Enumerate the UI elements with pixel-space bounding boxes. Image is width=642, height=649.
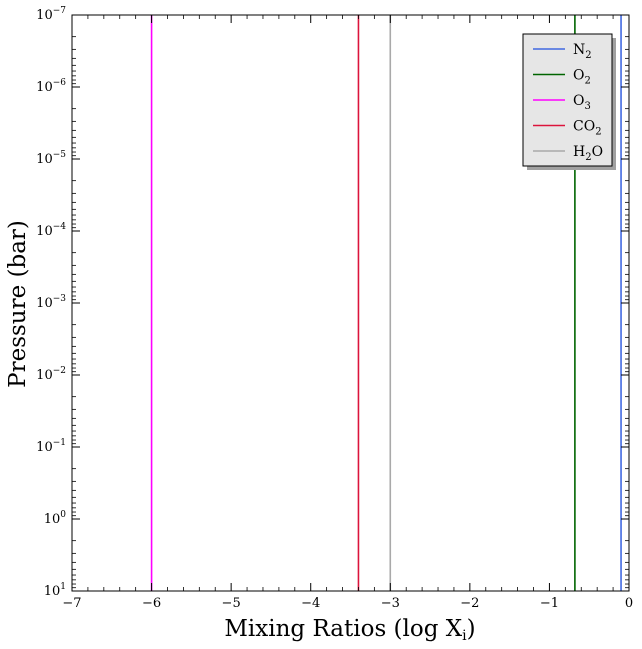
x-tick-label: −1 (540, 596, 559, 611)
y-tick-label: 10−4 (36, 222, 66, 239)
legend-label-1: O2 (573, 68, 591, 87)
legend: N2 O2 O3 CO2 H2O (522, 33, 616, 170)
minor-ticks (72, 15, 629, 591)
x-tick-label: −7 (62, 596, 81, 611)
y-tick-label: 101 (44, 582, 66, 599)
y-tick-label: 10−5 (36, 150, 66, 167)
legend-label-3: CO2 (573, 119, 602, 138)
plot-frame (71, 14, 630, 592)
y-tick-label: 10−1 (36, 438, 66, 455)
x-axis-ticks: −7 −6 −5 −4 −3 −2 −1 0 (62, 15, 633, 611)
legend-label-2: O3 (573, 93, 591, 112)
legend-label-0: N2 (573, 42, 592, 61)
y-tick-label: 10−6 (36, 78, 66, 95)
y-tick-label: 10−7 (36, 6, 66, 23)
x-tick-label: −5 (222, 596, 241, 611)
x-tick-label: −3 (381, 596, 400, 611)
x-tick-label: −4 (301, 596, 320, 611)
legend-label-4: H2O (573, 144, 603, 163)
x-axis-title: Mixing Ratios (log Xi) (224, 616, 475, 644)
x-tick-label: −6 (142, 596, 161, 611)
y-axis-title: Pressure (bar) (5, 220, 31, 388)
y-tick-label: 100 (44, 510, 67, 527)
x-tick-label: −2 (460, 596, 479, 611)
y-tick-label: 10−2 (36, 366, 66, 383)
x-tick-label: 0 (625, 596, 633, 611)
y-tick-label: 10−3 (36, 294, 66, 311)
